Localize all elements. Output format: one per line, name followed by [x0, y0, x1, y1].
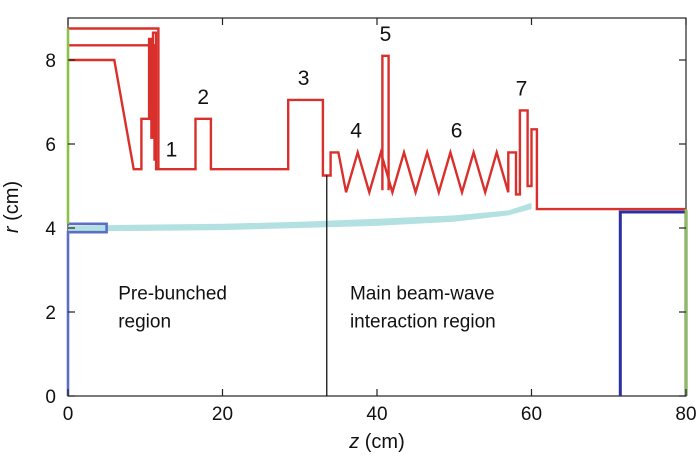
- cavity-number-label: 5: [380, 23, 392, 46]
- region-label-line: Pre-bunched: [118, 283, 227, 304]
- y-tick-label: 4: [45, 219, 56, 240]
- plot-border: [67, 17, 687, 397]
- region-label: Pre-bunched region: [118, 283, 227, 332]
- region-label-line: Main beam-wave: [350, 283, 495, 304]
- plot-frame: [67, 17, 687, 397]
- cavity-number-label: 7: [516, 78, 528, 101]
- y-tick-label: 2: [45, 303, 56, 324]
- cavity-wall-line: [68, 31, 686, 211]
- cavity-number-label: 4: [350, 120, 362, 143]
- input-port-line: [66, 222, 108, 396]
- y-tick-label: 0: [45, 387, 56, 408]
- region-label-line: interaction region: [350, 311, 496, 332]
- electron-beam-envelope: [68, 202, 532, 232]
- x-axis-label: z (cm): [348, 431, 405, 453]
- cavity-5-stub-line: [381, 54, 390, 191]
- y-axis-var: r: [1, 225, 23, 233]
- x-axis-var: z: [348, 431, 359, 453]
- x-tick-label: 40: [366, 404, 387, 425]
- region-label-line: region: [118, 311, 171, 332]
- cavity-number-label: 1: [166, 139, 178, 162]
- annotation-layer: 1 2 3 4 5 6 7 Pre-bunched region Main beam-wave in…: [118, 23, 527, 332]
- y-axis-label: r (cm): [1, 181, 23, 233]
- beam-layer: [68, 202, 532, 232]
- series-layer: [66, 27, 688, 396]
- cavity-wall-outer-1-line: [68, 44, 156, 161]
- region-label: Main beam-wave interaction region: [350, 283, 496, 332]
- x-tick-label: 20: [212, 404, 233, 425]
- x-tick-label: 0: [63, 404, 74, 425]
- ticks-layer: 0 20 40 60 80 0 2 4 6 8: [45, 18, 697, 425]
- cavity-number-label: 6: [451, 120, 463, 143]
- y-axis-unit: (cm): [1, 181, 23, 227]
- x-axis-unit: (cm): [359, 431, 405, 453]
- collector-line: [618, 210, 688, 396]
- cavity-number-label: 2: [197, 86, 209, 109]
- cavity-number-label: 3: [298, 67, 310, 90]
- x-tick-label: 80: [675, 404, 696, 425]
- x-tick-label: 60: [521, 404, 542, 425]
- y-tick-label: 8: [45, 51, 56, 72]
- y-tick-label: 6: [45, 135, 56, 156]
- cavity-wall-outer-2-line: [68, 27, 160, 170]
